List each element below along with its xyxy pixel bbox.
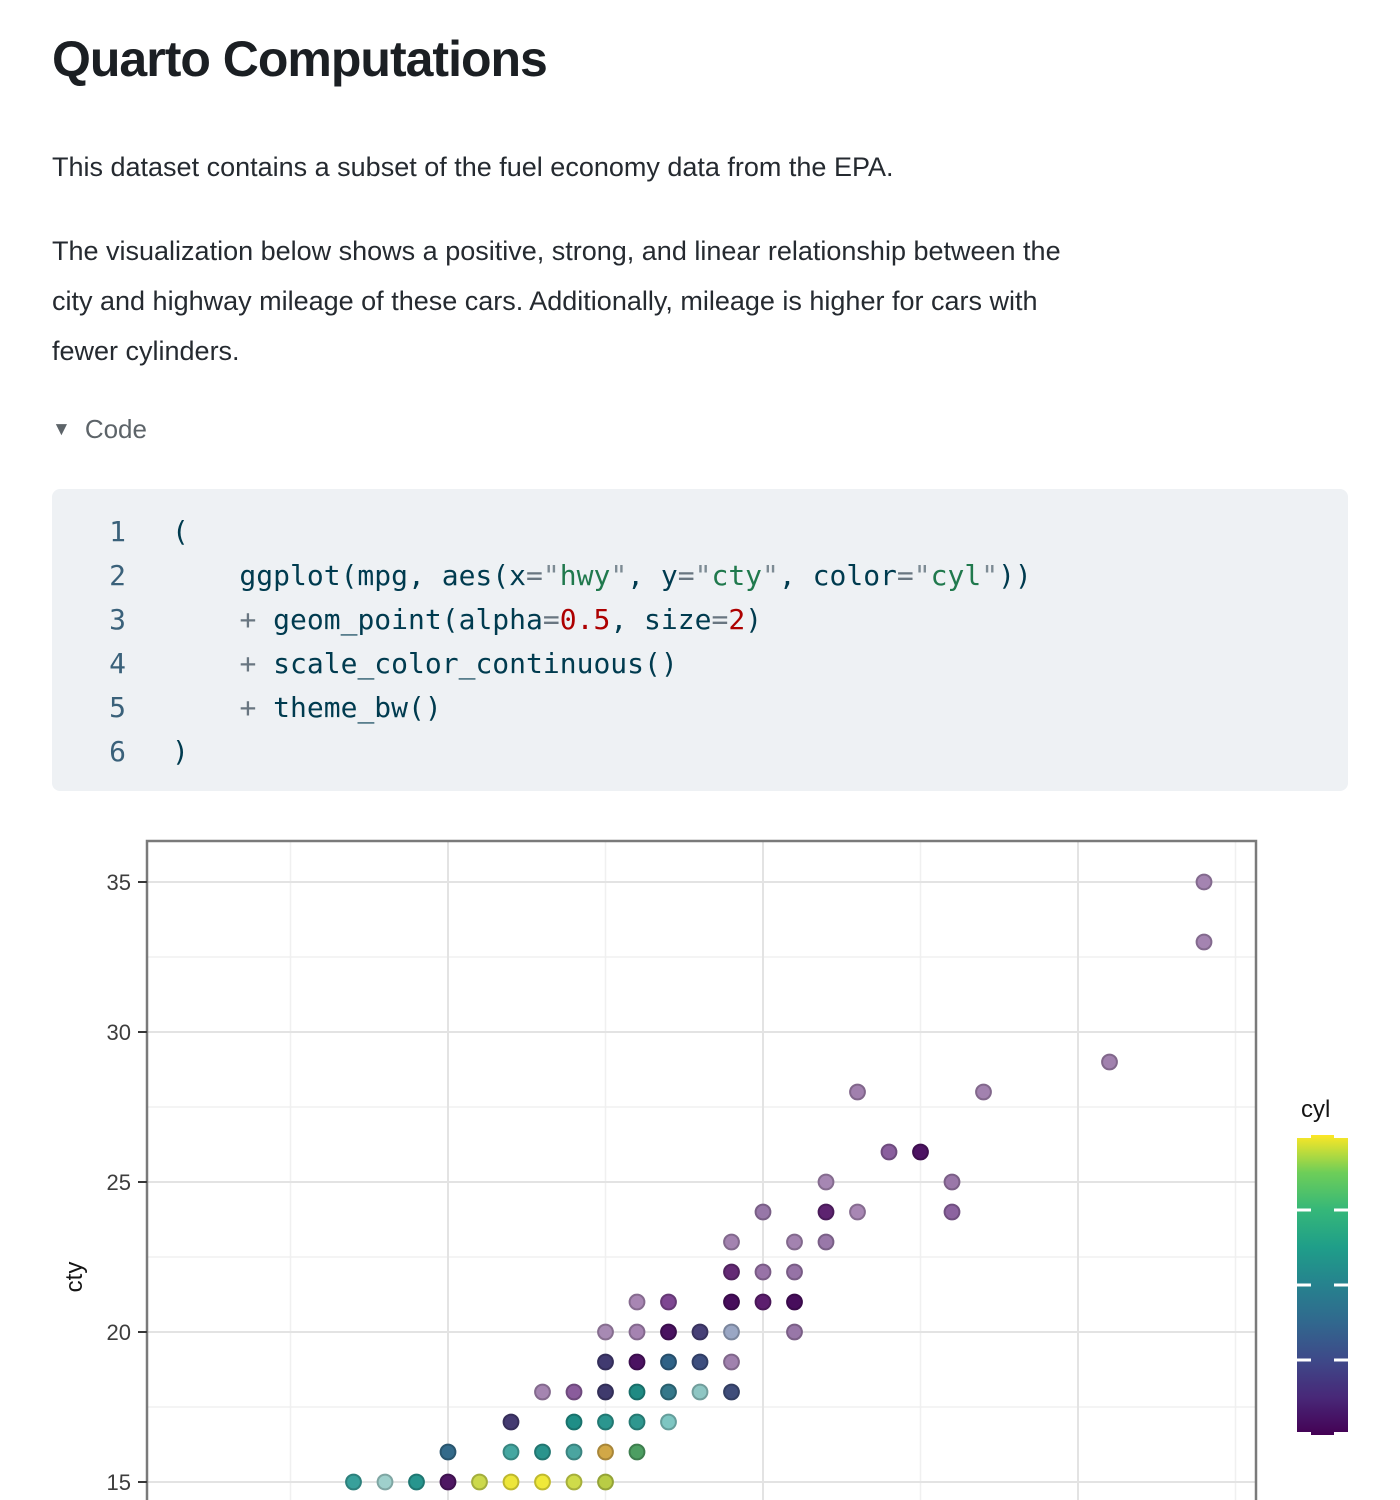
data-point [849, 1083, 866, 1101]
data-point [597, 1353, 614, 1371]
y-tick-label: 25 [107, 1170, 131, 1195]
data-point [628, 1443, 646, 1461]
data-point [1195, 873, 1213, 891]
data-point [849, 1203, 866, 1221]
intro-paragraph: This dataset contains a subset of the fu… [52, 152, 894, 182]
code-line: 6) [102, 730, 1348, 774]
code-fold-toggle[interactable]: ▼ Code [52, 414, 147, 445]
data-point [817, 1203, 835, 1221]
data-point [943, 1173, 961, 1191]
data-point [597, 1473, 614, 1491]
data-point [691, 1323, 709, 1341]
code-line: 1( [102, 510, 1348, 554]
code-fold-label: Code [84, 414, 147, 444]
scatter-chart: 15 20 25 30 35 cty cyl [61, 839, 1348, 1500]
data-point [786, 1293, 803, 1311]
data-point [628, 1323, 646, 1341]
data-point [628, 1293, 646, 1311]
data-point [723, 1233, 740, 1251]
description-paragraph: The visualization below shows a positive… [52, 236, 1061, 366]
data-point [723, 1263, 740, 1281]
data-point [565, 1383, 583, 1401]
data-point [534, 1443, 551, 1461]
data-point [597, 1413, 614, 1431]
data-point [691, 1353, 709, 1371]
data-point [628, 1353, 646, 1371]
data-point [786, 1263, 803, 1281]
code-block: 1(2 ggplot(mpg, aes(x="hwy", y="cty", co… [52, 489, 1348, 791]
code-line-number: 3 [109, 603, 126, 636]
data-point [786, 1323, 803, 1341]
data-point [534, 1383, 551, 1401]
data-point [817, 1173, 835, 1191]
y-tick-label: 20 [107, 1320, 131, 1345]
data-point [754, 1203, 772, 1221]
data-point [471, 1473, 488, 1491]
data-point [723, 1383, 740, 1401]
data-point [786, 1233, 803, 1251]
data-point [565, 1413, 583, 1431]
data-point [597, 1443, 614, 1461]
code-line-number: 5 [109, 691, 126, 724]
data-point [345, 1473, 362, 1491]
data-point [660, 1353, 677, 1371]
data-point [880, 1143, 898, 1161]
code-line-number: 4 [109, 647, 126, 680]
data-point [660, 1323, 677, 1341]
data-point [660, 1383, 677, 1401]
data-point [754, 1263, 772, 1281]
legend-title: cyl [1301, 1096, 1330, 1123]
data-point [691, 1383, 709, 1401]
plot-panel [147, 841, 1256, 1500]
page-title: Quarto Computations [52, 31, 548, 87]
data-point [628, 1383, 646, 1401]
data-point [502, 1473, 520, 1491]
code-line-number: 6 [109, 735, 126, 768]
code-line-number: 1 [109, 515, 126, 548]
code-line-number: 2 [109, 559, 126, 592]
data-point [439, 1473, 457, 1491]
data-point [723, 1293, 740, 1311]
data-point [597, 1323, 614, 1341]
data-point [534, 1473, 551, 1491]
code-line: 2 ggplot(mpg, aes(x="hwy", y="cty", colo… [102, 554, 1348, 598]
data-point [439, 1443, 457, 1461]
data-point [975, 1083, 992, 1101]
y-tick-label: 30 [107, 1020, 131, 1045]
data-point [754, 1293, 772, 1311]
data-point [597, 1383, 614, 1401]
y-tick-label: 15 [107, 1470, 131, 1495]
data-point [628, 1413, 646, 1431]
data-point [565, 1443, 583, 1461]
data-point [1101, 1053, 1118, 1071]
data-point [408, 1473, 425, 1491]
code-line: 3 + geom_point(alpha=0.5, size=2) [102, 598, 1348, 642]
data-point [723, 1323, 740, 1341]
y-axis-title: cty [61, 1262, 88, 1293]
data-point [376, 1473, 394, 1491]
data-point [912, 1143, 929, 1161]
data-point [817, 1233, 835, 1251]
code-line: 4 + scale_color_continuous() [102, 642, 1348, 686]
collapse-triangle-icon: ▼ [52, 419, 71, 440]
data-point [502, 1443, 520, 1461]
y-tick-label: 35 [107, 870, 131, 895]
data-point [660, 1413, 677, 1431]
panel-border [145, 839, 1258, 1500]
data-point [723, 1353, 740, 1371]
data-point [943, 1203, 961, 1221]
data-point [502, 1413, 520, 1431]
data-point [660, 1293, 677, 1311]
code-line: 5 + theme_bw() [102, 686, 1348, 730]
data-point [565, 1473, 583, 1491]
data-point [1195, 933, 1213, 951]
